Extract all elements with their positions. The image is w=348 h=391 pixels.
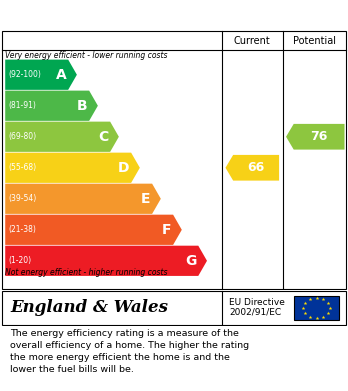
- Text: The energy efficiency rating is a measure of the
overall efficiency of a home. T: The energy efficiency rating is a measur…: [10, 329, 250, 374]
- Polygon shape: [5, 246, 207, 276]
- Text: (69-80): (69-80): [9, 132, 37, 141]
- Text: (21-38): (21-38): [9, 225, 37, 234]
- Text: E: E: [141, 192, 150, 206]
- Text: F: F: [162, 223, 171, 237]
- Text: (1-20): (1-20): [9, 256, 32, 265]
- Polygon shape: [5, 184, 161, 214]
- Polygon shape: [5, 215, 182, 245]
- Text: Potential: Potential: [293, 36, 336, 46]
- Polygon shape: [226, 155, 279, 181]
- Text: (81-91): (81-91): [9, 101, 37, 110]
- Polygon shape: [5, 59, 77, 90]
- Text: Not energy efficient - higher running costs: Not energy efficient - higher running co…: [5, 268, 168, 277]
- Text: (92-100): (92-100): [9, 70, 41, 79]
- Text: EU Directive
2002/91/EC: EU Directive 2002/91/EC: [229, 298, 285, 317]
- Text: A: A: [56, 68, 66, 82]
- Text: (39-54): (39-54): [9, 194, 37, 203]
- Polygon shape: [5, 91, 98, 121]
- Text: Very energy efficient - lower running costs: Very energy efficient - lower running co…: [5, 51, 168, 60]
- Text: G: G: [185, 254, 197, 268]
- Polygon shape: [5, 152, 140, 183]
- Text: Current: Current: [234, 36, 271, 46]
- Text: (55-68): (55-68): [9, 163, 37, 172]
- Bar: [294, 296, 339, 320]
- Text: 66: 66: [247, 161, 264, 174]
- Text: C: C: [98, 130, 109, 144]
- Polygon shape: [5, 122, 119, 152]
- Text: B: B: [77, 99, 87, 113]
- Text: Energy Efficiency Rating: Energy Efficiency Rating: [10, 7, 213, 23]
- Text: 76: 76: [310, 130, 327, 143]
- Text: England & Wales: England & Wales: [10, 300, 168, 316]
- Text: D: D: [118, 161, 129, 175]
- Polygon shape: [286, 124, 345, 150]
